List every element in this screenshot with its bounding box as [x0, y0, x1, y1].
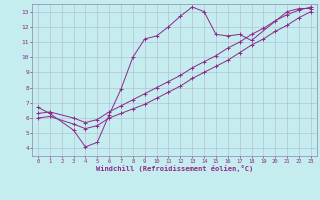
X-axis label: Windchill (Refroidissement éolien,°C): Windchill (Refroidissement éolien,°C): [96, 165, 253, 172]
